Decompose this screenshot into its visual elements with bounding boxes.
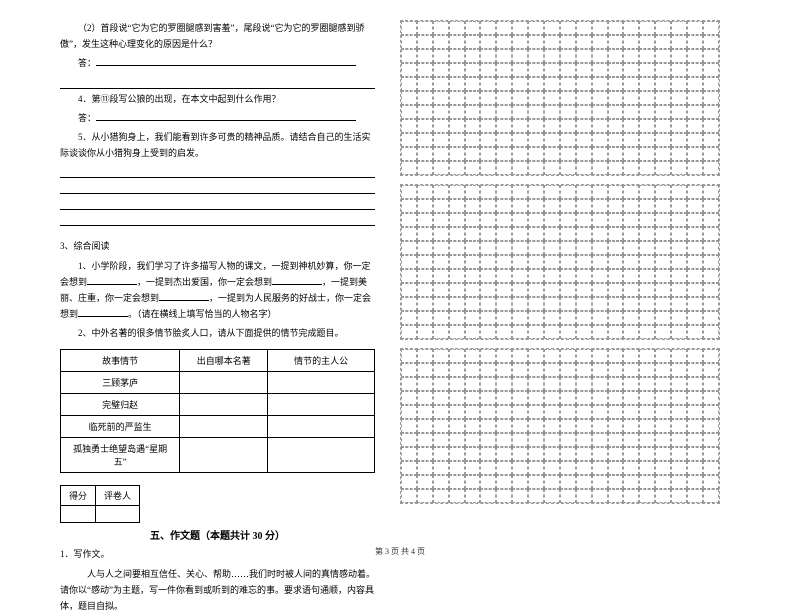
essay-text: 人与人之间要相互信任、关心、帮助……我们时时被人间的真情感动着。请你以“感动”为… — [60, 566, 375, 614]
score-cell — [61, 506, 96, 523]
section-3-heading: 3、综合阅读 — [60, 238, 375, 254]
table-cell — [180, 394, 268, 416]
score-cell — [96, 506, 140, 523]
question-4: 4．第⑪段写公狼的出现，在本文中起到什么作用？ — [60, 91, 375, 107]
writing-grid-box — [400, 184, 720, 340]
table-cell: 临死前的严监生 — [61, 416, 180, 438]
answer-label-1: 答： — [60, 55, 375, 71]
table-cell — [268, 438, 375, 473]
s3-q1: 1、小学阶段，我们学习了许多描写人物的课文，一提到神机妙算，你一定会想到，一提到… — [60, 258, 375, 323]
table-header: 出自哪本名著 — [180, 350, 268, 372]
table-cell — [180, 372, 268, 394]
table-cell — [268, 372, 375, 394]
page-footer: 第 3 页 共 4 页 — [0, 546, 800, 557]
table-header: 情节的主人公 — [268, 350, 375, 372]
answer-line — [60, 180, 375, 194]
score-box: 得分 评卷人 — [60, 485, 140, 523]
table-cell: 孤独勇士绝望岛遇“星期五” — [61, 438, 180, 473]
question-5: 5．从小猎狗身上，我们能看到许多可贵的精神品质。请结合自己的生活实际谈谈你从小猎… — [60, 129, 375, 161]
table-cell: 三顾茅庐 — [61, 372, 180, 394]
table-cell — [180, 416, 268, 438]
table-cell: 完璧归赵 — [61, 394, 180, 416]
s3-q2: 2、中外名著的很多情节脍炙人口，请从下面提供的情节完成题目。 — [60, 325, 375, 341]
question-2: （2）首段说“它为它的罗圈腿感到害羞”，尾段说“它为它的罗圈腿感到骄傲”，发生这… — [60, 20, 375, 52]
answer-line — [60, 164, 375, 178]
answer-line — [60, 212, 375, 226]
table-header: 故事情节 — [61, 350, 180, 372]
table-cell — [180, 438, 268, 473]
score-header: 评卷人 — [96, 486, 140, 506]
score-header: 得分 — [61, 486, 96, 506]
table-cell — [268, 416, 375, 438]
answer-label-2: 答： — [60, 110, 375, 126]
writing-grid-box — [400, 348, 720, 504]
writing-grid-box — [400, 20, 720, 176]
answer-line — [60, 196, 375, 210]
table-cell — [268, 394, 375, 416]
writing-grids — [390, 0, 760, 565]
story-table: 故事情节 出自哪本名著 情节的主人公 三顾茅庐 完璧归赵 临死前的严监生 孤独勇… — [60, 349, 375, 473]
section-5-title: 五、作文题（本题共计 30 分） — [60, 527, 375, 542]
answer-line — [60, 75, 375, 89]
